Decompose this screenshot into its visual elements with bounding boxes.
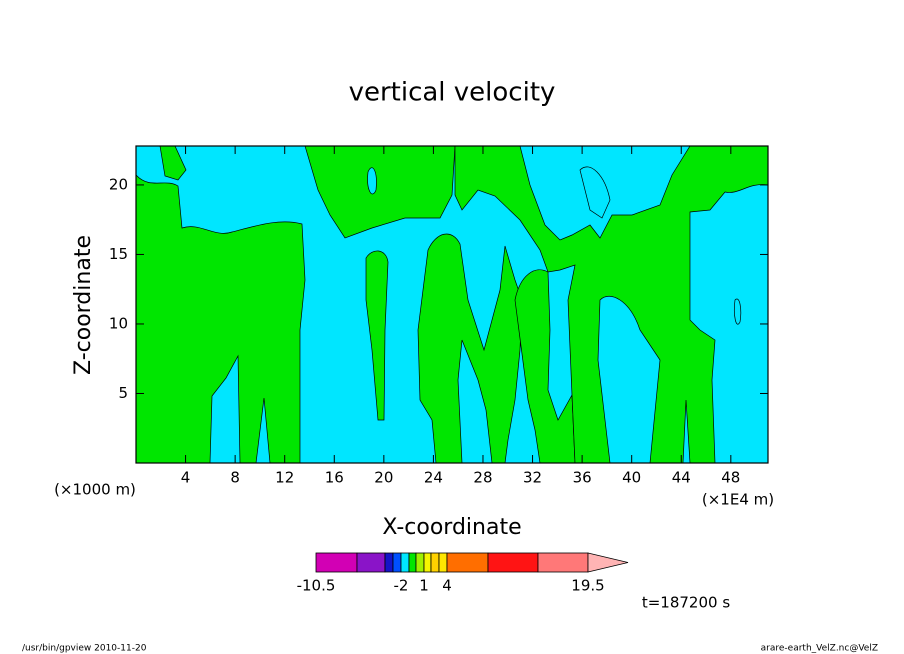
x-tick-label: 8 (230, 469, 240, 487)
contour-region (734, 298, 742, 325)
colorbar-tick-label: -10.5 (297, 577, 336, 595)
colorbar-segment (408, 552, 417, 573)
x-tick-label: 44 (672, 469, 691, 487)
colorbar-tick-label: 4 (442, 577, 452, 595)
contour-field (135, 145, 769, 464)
colorbar-segment (446, 552, 489, 573)
x-unit: (×1E4 m) (702, 491, 774, 509)
contour-region (597, 295, 661, 464)
colorbar-extension (587, 552, 629, 573)
x-tick-label: 32 (523, 469, 542, 487)
y-unit: (×1000 m) (54, 481, 136, 499)
x-tick-label: 12 (275, 469, 294, 487)
colorbar-tick-label: 19.5 (571, 577, 604, 595)
contour-region (579, 166, 611, 219)
x-tick-label: 36 (573, 469, 592, 487)
x-tick-label: 4 (181, 469, 191, 487)
colorbar-tick-label: -2 (394, 577, 409, 595)
colorbar-segment (430, 552, 440, 573)
x-axis-label: X-coordinate (382, 515, 521, 540)
colorbar-segment (315, 552, 358, 573)
contour-region (367, 167, 377, 195)
contour-region (135, 174, 306, 464)
y-tick-label: 10 (109, 314, 128, 332)
footer-right: arare-earth_VelZ.nc@VelZ (761, 644, 878, 654)
colorbar-tick-label: 1 (419, 577, 429, 595)
colorbar-segment (537, 552, 589, 573)
time-label: t=187200 s (642, 594, 730, 612)
x-tick-label: 24 (424, 469, 443, 487)
contour-region (304, 145, 456, 239)
y-tick-label: 5 (118, 384, 128, 402)
x-tick-label: 28 (473, 469, 492, 487)
colorbar-segment (438, 552, 448, 573)
x-tick-label: 20 (374, 469, 393, 487)
y-axis-label: Z-coordinate (71, 235, 96, 375)
colorbar-segment (423, 552, 432, 573)
y-tick-label: 15 (109, 245, 128, 263)
contour-region (365, 250, 389, 421)
chart-title: vertical velocity (349, 78, 556, 108)
colorbar-segment (356, 552, 386, 573)
footer-left: /usr/bin/gpview 2010-11-20 (22, 644, 147, 654)
colorbar-segment (392, 552, 402, 573)
x-tick-label: 48 (721, 469, 740, 487)
y-tick-label: 20 (109, 175, 128, 193)
plot-frame (135, 145, 769, 464)
colorbar-segment (384, 552, 394, 573)
colorbar-segment (415, 552, 425, 573)
x-tick-label: 40 (622, 469, 641, 487)
colorbar-segment (400, 552, 410, 573)
x-tick-label: 16 (325, 469, 344, 487)
colorbar-segment (487, 552, 539, 573)
